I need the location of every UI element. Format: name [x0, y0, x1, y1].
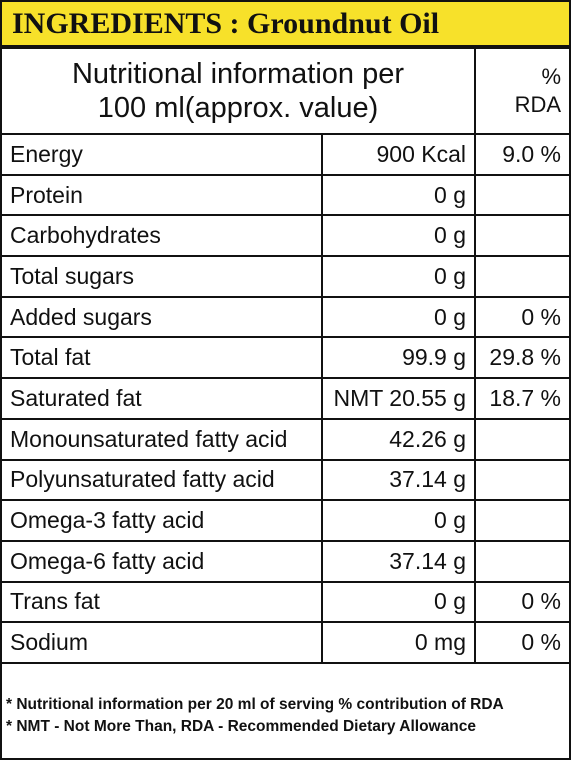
table-row: Energy 900 Kcal 9.0 %: [2, 133, 570, 176]
nutrient-rda: [474, 255, 570, 298]
nutrient-name: Omega-6 fatty acid: [2, 539, 323, 583]
title: INGREDIENTS : Groundnut Oil: [2, 2, 569, 47]
header-rda: % RDA: [474, 47, 570, 135]
nutrient-amount: 900 Kcal: [320, 133, 477, 176]
nutrient-name: Trans fat: [2, 580, 323, 624]
table-row: Omega-3 fatty acid 0 g: [2, 499, 570, 542]
nutrient-amount: 99.9 g: [320, 336, 477, 380]
nutrient-rda: [474, 499, 570, 542]
nutrient-amount: 0 g: [320, 295, 477, 339]
nutrient-name: Carbohydrates: [2, 214, 323, 258]
nutrient-rda: 18.7 %: [474, 377, 570, 420]
table-row: Sodium 0 mg 0 %: [2, 621, 570, 664]
nutrient-amount: 0 mg: [320, 621, 477, 664]
nutrient-name: Saturated fat: [2, 377, 323, 420]
nutrient-name: Sodium: [2, 621, 323, 664]
nutrient-rda: 0 %: [474, 621, 570, 664]
nutrient-name: Total sugars: [2, 255, 323, 298]
nutrient-amount: 37.14 g: [320, 458, 477, 502]
nutrient-rda: [474, 214, 570, 258]
table-row: Carbohydrates 0 g: [2, 214, 570, 258]
table-row: Polyunsaturated fatty acid 37.14 g: [2, 458, 570, 502]
note: * Nutritional information per 20 ml of s…: [6, 696, 504, 713]
nutrient-name: Energy: [2, 133, 323, 176]
note: * NMT - Not More Than, RDA - Recommended…: [6, 718, 476, 735]
nutrient-rda: [474, 458, 570, 502]
nutrient-rda: 0 %: [474, 580, 570, 624]
nutrient-amount: 0 g: [320, 580, 477, 624]
table-row: Monounsaturated fatty acid 42.26 g: [2, 417, 570, 461]
table-row: Total fat 99.9 g 29.8 %: [2, 336, 570, 380]
header-label: Nutritional information per 100 ml(approx…: [2, 47, 477, 135]
nutrition-table: Nutritional information per 100 ml(approx…: [2, 47, 570, 664]
nutrient-amount: 37.14 g: [320, 539, 477, 583]
nutrient-name: Omega-3 fatty acid: [2, 499, 323, 542]
nutrient-rda: 29.8 %: [474, 336, 570, 380]
table-body: Energy 900 Kcal 9.0 % Protein 0 g Carbohydrat…: [2, 133, 570, 664]
nutrient-rda: [474, 417, 570, 461]
nutrient-amount: 0 g: [320, 173, 477, 217]
nutrient-name: Added sugars: [2, 295, 323, 339]
table-row: Protein 0 g: [2, 173, 570, 217]
table-row: Omega-6 fatty acid 37.14 g: [2, 539, 570, 583]
nutrient-rda: [474, 539, 570, 583]
nutrient-amount: 0 g: [320, 214, 477, 258]
nutrient-name: Protein: [2, 173, 323, 217]
header-text: Nutritional information per: [71, 58, 405, 90]
notes: * Nutritional information per 20 ml of s…: [6, 694, 504, 738]
nutrient-name: Monounsaturated fatty acid: [2, 417, 323, 461]
nutrient-rda: [474, 173, 570, 217]
table-row: Saturated fat NMT 20.55 g 18.7 %: [2, 377, 570, 420]
nutrient-amount: NMT 20.55 g: [320, 377, 477, 420]
nutrient-name: Total fat: [2, 336, 323, 380]
nutrient-amount: 42.26 g: [320, 417, 477, 461]
nutrient-rda: 0 %: [474, 295, 570, 339]
table-row: Total sugars 0 g: [2, 255, 570, 298]
nutrient-amount: 0 g: [320, 255, 477, 298]
header-text: %: [541, 64, 562, 89]
nutrient-name: Polyunsaturated fatty acid: [2, 458, 323, 502]
nutrient-rda: 9.0 %: [474, 133, 570, 176]
header-text: 100 ml(approx. value): [97, 92, 379, 124]
nutrient-amount: 0 g: [320, 499, 477, 542]
header-text: RDA: [514, 92, 562, 117]
header-row: Nutritional information per 100 ml(approx…: [2, 47, 570, 135]
